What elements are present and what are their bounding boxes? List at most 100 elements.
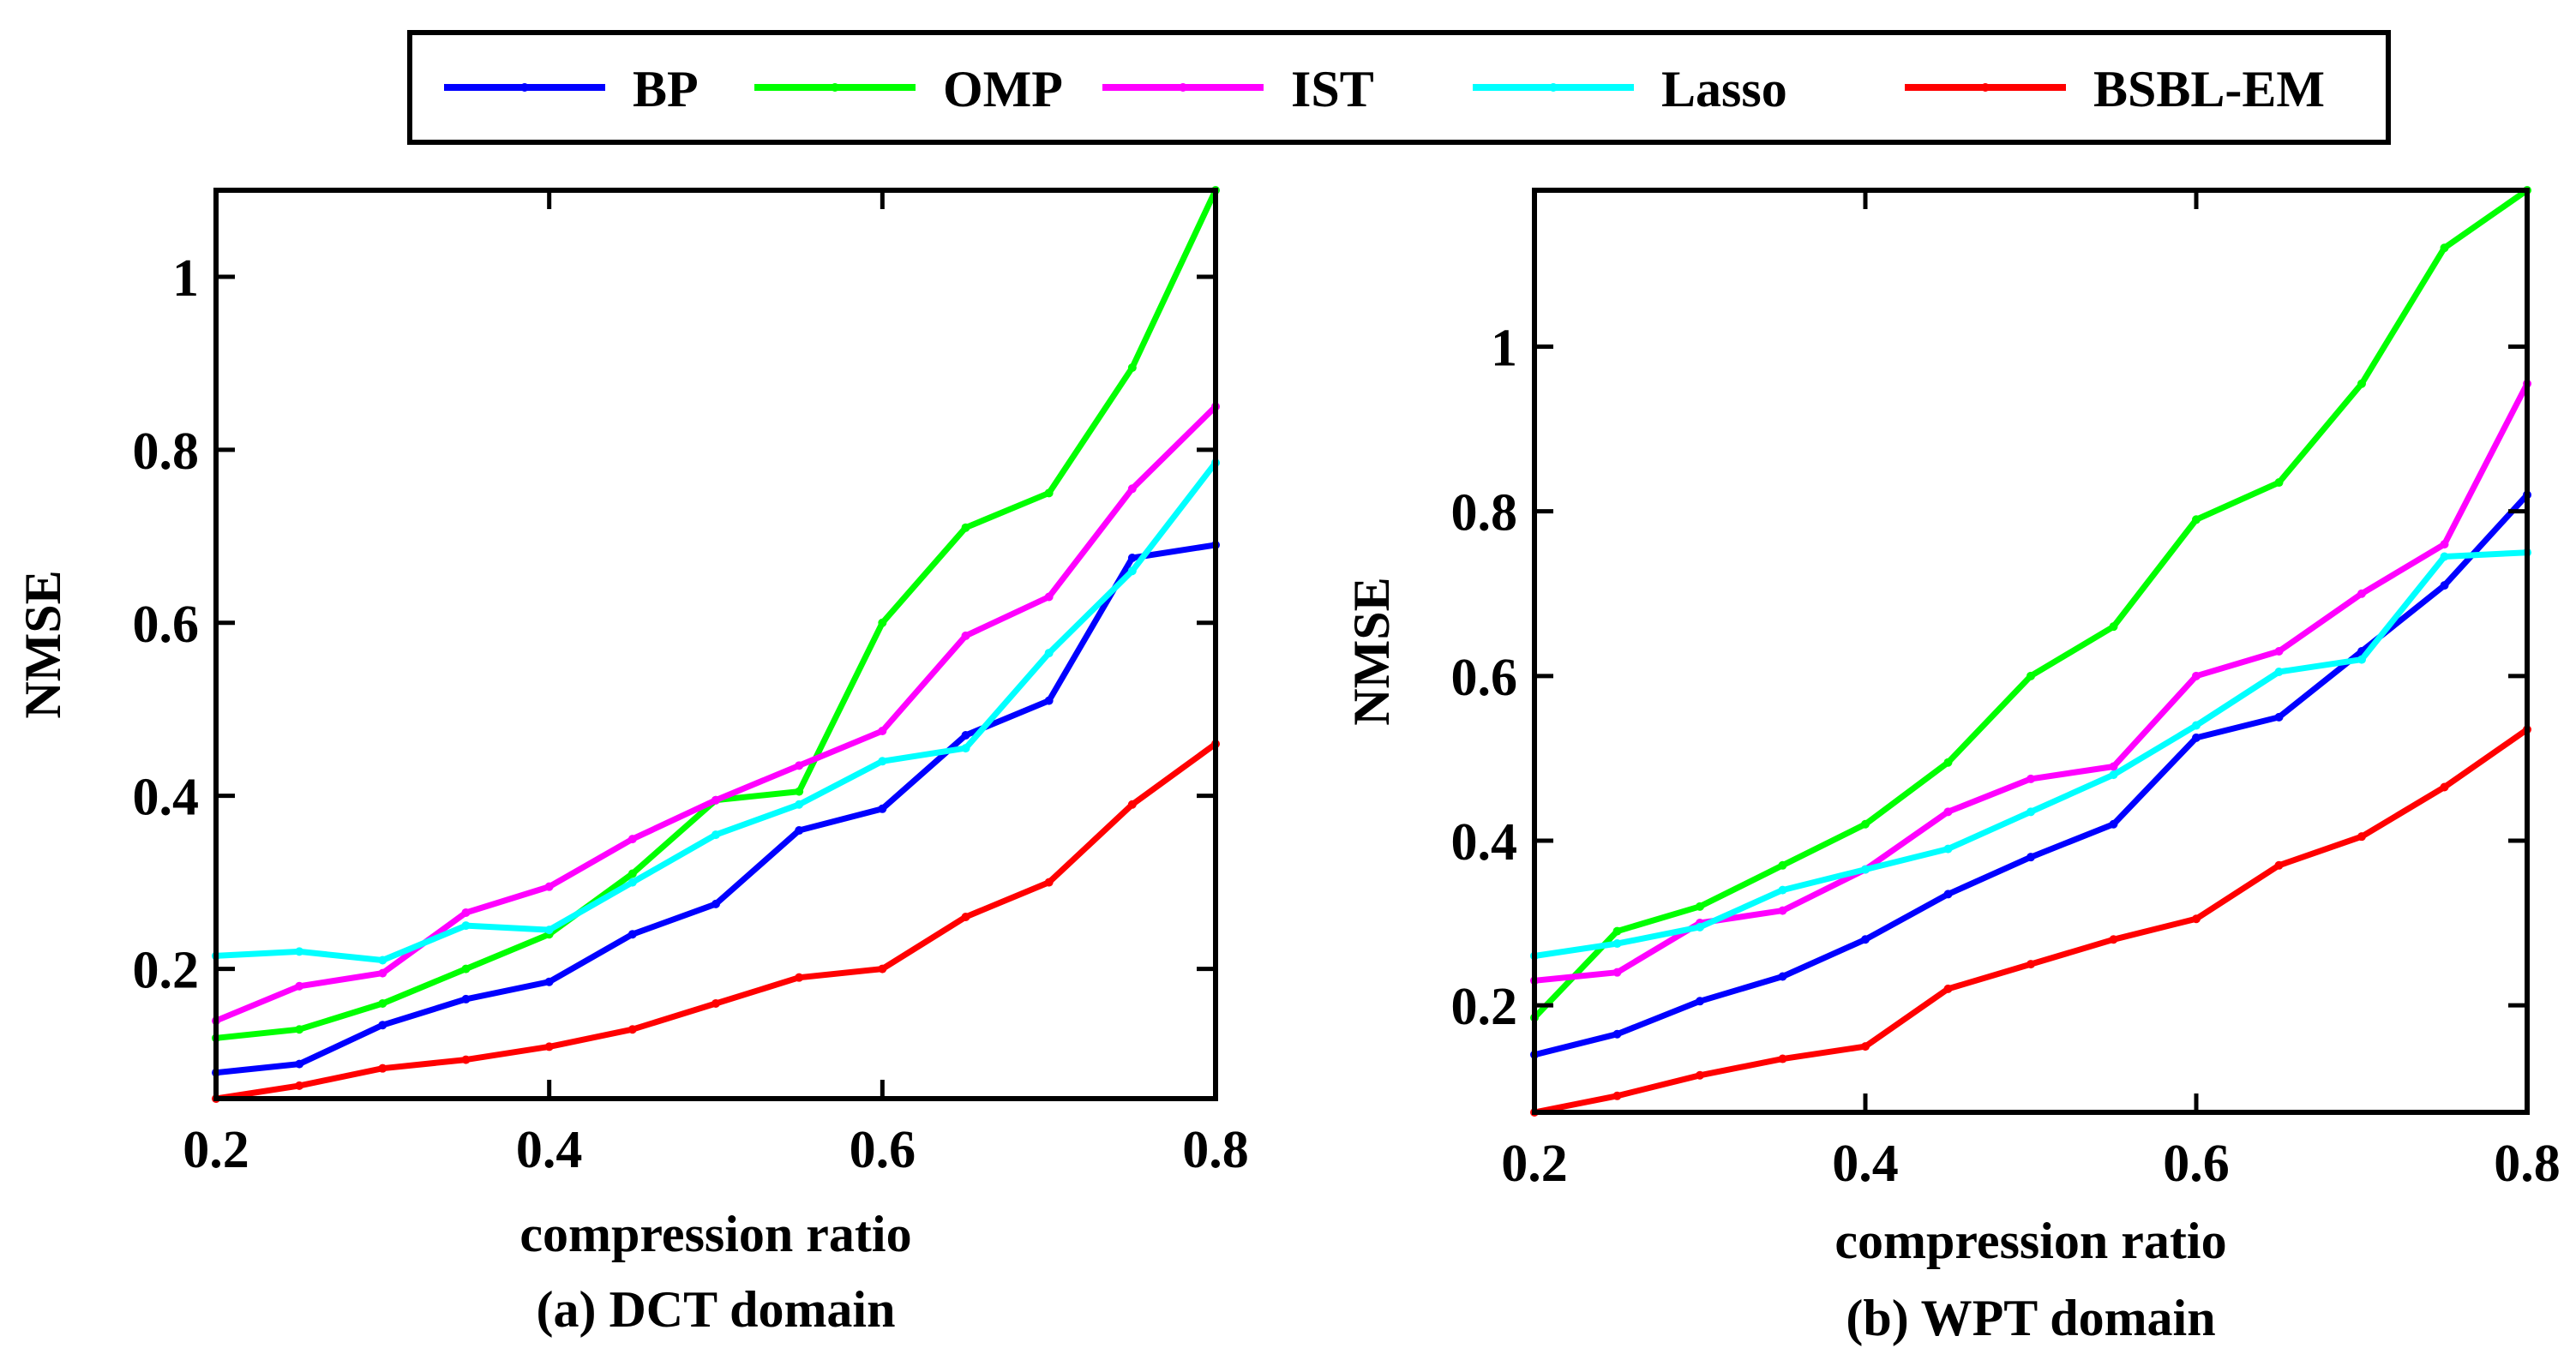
data-point-bp: [2109, 819, 2118, 829]
data-point-bsbl-em: [795, 973, 804, 982]
data-point-omp: [2274, 478, 2284, 488]
y-tick-label: 0.4: [133, 769, 200, 827]
chart-caption: (a) DCT domain: [537, 1281, 896, 1338]
data-point-bsbl-em: [1696, 1070, 1704, 1080]
data-point-bsbl-em: [2192, 914, 2201, 924]
data-point-bsbl-em: [1778, 1054, 1787, 1063]
data-point-lasso: [2192, 721, 2201, 730]
data-point-ist: [544, 882, 554, 891]
legend-marker-bp: [520, 83, 529, 92]
x-tick-label: 0.2: [1501, 1135, 1568, 1193]
data-point-bsbl-em: [2027, 960, 2035, 969]
data-point-bp: [795, 826, 804, 836]
legend-entry-bsbl-em: BSBL-EM: [1905, 61, 2325, 117]
y-axis-title: NMSE: [15, 570, 71, 718]
data-point-lasso: [2357, 655, 2366, 664]
data-point-omp: [378, 998, 387, 1008]
data-point-lasso: [878, 757, 887, 766]
legend-label-bsbl-em: BSBL-EM: [2093, 61, 2325, 117]
data-point-lasso: [2440, 552, 2449, 561]
y-tick-label: 0.8: [1451, 484, 1518, 542]
data-point-ist: [2027, 774, 2035, 783]
legend-entry-ist: IST: [1102, 61, 1374, 117]
data-point-bsbl-em: [2357, 832, 2366, 842]
x-axis-title: compression ratio: [1834, 1213, 2226, 1269]
data-point-ist: [461, 908, 471, 917]
data-point-ist: [1044, 592, 1054, 602]
data-point-bp: [2192, 733, 2201, 742]
y-tick-label: 1: [172, 249, 199, 308]
y-tick-label: 0.8: [133, 422, 200, 481]
y-axis-title: NMSE: [1343, 577, 1400, 725]
plot-area: [216, 190, 1216, 1099]
legend-entry-omp: OMP: [754, 61, 1063, 117]
data-point-bp: [295, 1059, 304, 1069]
data-point-lasso: [1778, 885, 1787, 895]
data-point-bsbl-em: [1861, 1042, 1870, 1051]
data-point-omp: [2192, 515, 2201, 524]
data-point-bsbl-em: [1044, 878, 1054, 887]
series-group: [1530, 186, 2531, 1117]
data-point-lasso: [1612, 939, 1622, 949]
data-point-omp: [878, 618, 887, 627]
data-point-bp: [878, 804, 887, 813]
data-point-bp: [1861, 935, 1870, 944]
data-point-bp: [2440, 581, 2449, 590]
y-tick-label: 1: [1491, 320, 1517, 378]
legend-entry-lasso: Lasso: [1473, 61, 1787, 117]
data-point-lasso: [627, 878, 637, 887]
data-point-lasso: [1861, 865, 1870, 874]
data-point-lasso: [2109, 770, 2118, 780]
legend-label-ist: IST: [1291, 61, 1374, 117]
data-point-bp: [1612, 1029, 1622, 1039]
legend-entry-bp: BP: [444, 61, 699, 117]
data-point-lasso: [544, 926, 554, 935]
axes-frame: [213, 188, 1218, 1101]
data-point-bp: [544, 977, 554, 986]
data-point-ist: [295, 981, 304, 991]
data-point-lasso: [1127, 566, 1137, 576]
y-tick-label: 0.4: [1451, 813, 1518, 872]
data-point-lasso: [1044, 649, 1054, 658]
data-point-bsbl-em: [961, 913, 970, 921]
data-point-bp: [961, 731, 970, 740]
y-tick-label: 0.2: [1451, 978, 1518, 1036]
data-point-bsbl-em: [1612, 1091, 1622, 1100]
legend-marker-bsbl-em: [1981, 83, 1990, 92]
legend-label-omp: OMP: [943, 61, 1063, 117]
data-point-bp: [378, 1021, 387, 1030]
data-point-omp: [2109, 622, 2118, 632]
axes-frame: [1532, 188, 2530, 1115]
legend-label-lasso: Lasso: [1661, 61, 1787, 117]
data-point-ist: [627, 835, 637, 844]
data-point-bsbl-em: [878, 964, 887, 974]
series-group: [212, 186, 1220, 1103]
data-point-omp: [627, 869, 637, 878]
data-point-bp: [627, 930, 637, 939]
data-point-bp: [1127, 554, 1137, 563]
legend-label-bp: BP: [633, 61, 699, 117]
data-point-ist: [878, 726, 887, 735]
data-point-ist: [1612, 968, 1622, 977]
data-point-omp: [2357, 379, 2366, 388]
data-point-omp: [795, 787, 804, 796]
data-point-bsbl-em: [544, 1042, 554, 1051]
data-point-omp: [1861, 819, 1870, 829]
data-point-omp: [1127, 362, 1137, 372]
data-point-bp: [2274, 712, 2284, 722]
chart-caption: (b) WPT domain: [1846, 1290, 2215, 1346]
x-tick-label: 0.6: [2163, 1135, 2230, 1193]
data-point-omp: [1696, 902, 1704, 911]
x-tick-label: 0.2: [183, 1121, 249, 1179]
data-point-ist: [1943, 807, 1953, 817]
data-point-omp: [2440, 243, 2449, 253]
data-point-ist: [378, 968, 387, 978]
y-tick-label: 0.6: [133, 596, 200, 654]
data-point-bp: [1943, 890, 1953, 899]
data-point-ist: [2109, 762, 2118, 771]
data-point-bsbl-em: [1127, 800, 1137, 809]
chart-wpt-domain: 0.2 0.4 0.6 0.8 0.2 0.4 0.6 0.8 1 compression rat…: [1343, 186, 2561, 1346]
data-point-lasso: [378, 956, 387, 965]
legend-box: [407, 30, 2391, 145]
